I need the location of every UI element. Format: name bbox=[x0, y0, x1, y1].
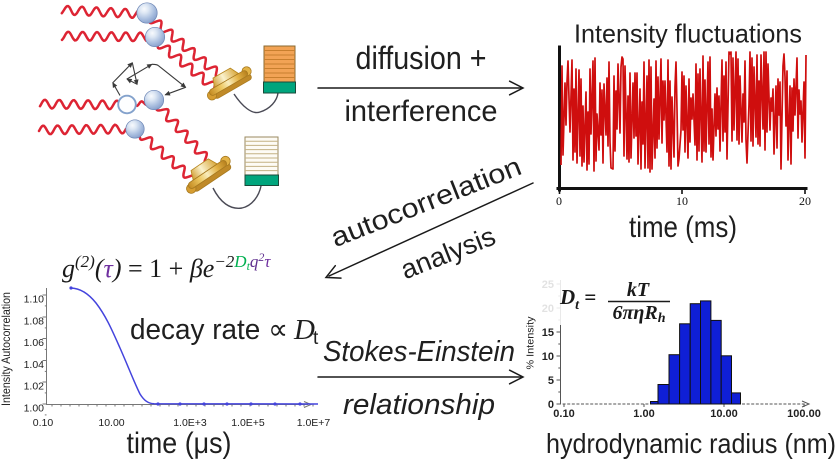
svg-text:1.0E+7: 1.0E+7 bbox=[297, 417, 331, 429]
svg-text:10.00: 10.00 bbox=[710, 408, 738, 420]
svg-text:0.10: 0.10 bbox=[553, 408, 574, 420]
svg-text:interference: interference bbox=[345, 95, 498, 128]
svg-text:1.00: 1.00 bbox=[633, 408, 654, 420]
svg-text:20: 20 bbox=[799, 194, 811, 208]
svg-text:10.00: 10.00 bbox=[98, 417, 124, 429]
svg-text:10: 10 bbox=[676, 194, 688, 208]
svg-text:1.0E+5: 1.0E+5 bbox=[231, 417, 265, 429]
svg-text:diffusion +: diffusion + bbox=[356, 40, 487, 76]
svg-text:0: 0 bbox=[556, 194, 562, 208]
svg-text:1.04: 1.04 bbox=[24, 359, 45, 371]
svg-text:Intensity fluctuations: Intensity fluctuations bbox=[574, 19, 802, 49]
svg-text:Dt =: Dt = bbox=[559, 285, 596, 313]
svg-text:% Intensity: % Intensity bbox=[525, 316, 537, 370]
svg-text:Intensity Autocorrelation: Intensity Autocorrelation bbox=[0, 292, 13, 406]
svg-text:1.02: 1.02 bbox=[24, 381, 45, 393]
svg-text:1.0E+3: 1.0E+3 bbox=[173, 417, 207, 429]
svg-text:0.10: 0.10 bbox=[33, 417, 54, 429]
svg-text:time (ms): time (ms) bbox=[629, 211, 737, 244]
svg-text:1.06: 1.06 bbox=[24, 337, 45, 349]
svg-text:time (μs): time (μs) bbox=[127, 427, 232, 460]
svg-text:Stokes-Einstein: Stokes-Einstein bbox=[323, 336, 515, 368]
svg-text:D: D bbox=[293, 314, 315, 346]
svg-text:decay rate ∝: decay rate ∝ bbox=[130, 314, 288, 346]
svg-text:analysis: analysis bbox=[396, 221, 499, 285]
svg-text:kT: kT bbox=[627, 279, 650, 301]
svg-text:1.10: 1.10 bbox=[24, 294, 45, 306]
svg-text:1.00: 1.00 bbox=[24, 403, 45, 415]
svg-text:100.00: 100.00 bbox=[787, 408, 821, 420]
svg-text:hydrodynamic radius (nm): hydrodynamic radius (nm) bbox=[546, 428, 836, 459]
svg-text:g(2)(τ) = 1 + βe−2Dtq2τ: g(2)(τ) = 1 + βe−2Dtq2τ bbox=[62, 250, 271, 283]
svg-text:0: 0 bbox=[548, 399, 554, 411]
svg-text:autocorrelation: autocorrelation bbox=[327, 151, 526, 253]
svg-text:relationship: relationship bbox=[343, 389, 495, 421]
svg-text:5: 5 bbox=[548, 375, 554, 387]
svg-text:1.08: 1.08 bbox=[24, 316, 45, 328]
svg-text:15: 15 bbox=[542, 327, 554, 339]
svg-text:10: 10 bbox=[542, 351, 554, 363]
svg-text:6πηRh: 6πηRh bbox=[612, 302, 665, 326]
svg-text:t: t bbox=[313, 328, 319, 349]
